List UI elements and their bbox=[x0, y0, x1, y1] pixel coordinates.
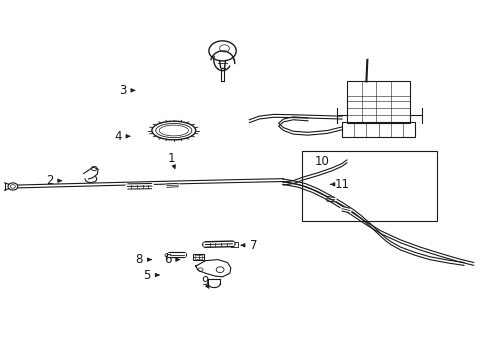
Text: 1: 1 bbox=[167, 152, 175, 165]
Bar bbox=[195, 255, 202, 258]
Text: 7: 7 bbox=[249, 239, 257, 252]
Bar bbox=[193, 254, 203, 260]
Bar bbox=[346, 81, 409, 123]
Text: 3: 3 bbox=[119, 84, 126, 97]
Bar bbox=[341, 122, 414, 137]
Text: 6: 6 bbox=[163, 253, 171, 266]
Text: 2: 2 bbox=[45, 174, 53, 187]
Bar bbox=[230, 242, 237, 247]
Text: 10: 10 bbox=[314, 155, 329, 168]
Text: 5: 5 bbox=[143, 269, 150, 282]
Text: 8: 8 bbox=[135, 253, 142, 266]
Text: 9: 9 bbox=[201, 275, 208, 288]
Text: 4: 4 bbox=[114, 130, 121, 143]
Bar bbox=[302, 150, 436, 221]
Text: 11: 11 bbox=[334, 178, 349, 191]
